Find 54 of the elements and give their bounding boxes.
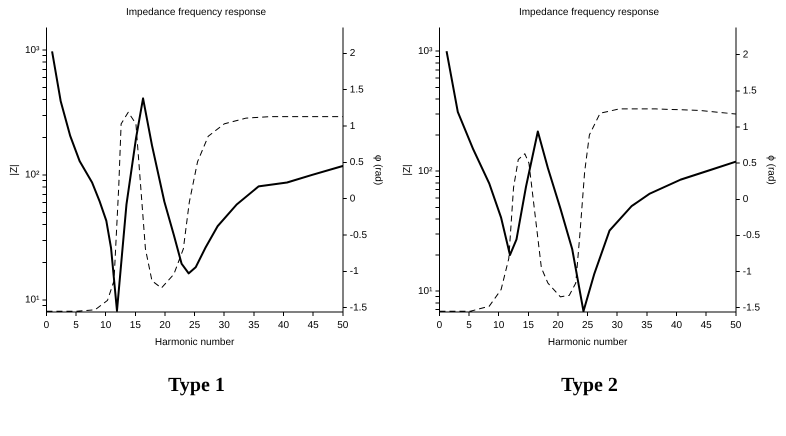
y2-tick-label: -0.5 <box>349 230 367 241</box>
x-tick-label: 25 <box>582 320 594 331</box>
x-tick-label: 45 <box>307 320 319 331</box>
y2-tick-label: 0.5 <box>349 157 364 168</box>
x-axis-title: Harmonic number <box>547 336 628 348</box>
x-tick-label: 30 <box>611 320 623 331</box>
x-tick-label: 20 <box>158 320 170 331</box>
x-tick-label: 35 <box>640 320 652 331</box>
y2-axis-title: φ (rad) <box>372 154 383 186</box>
x-tick-label: 40 <box>670 320 682 331</box>
y2-tick-label: 2 <box>742 49 748 60</box>
chart-title: Impedance frequency response <box>518 6 659 18</box>
x-tick-label: 20 <box>552 320 564 331</box>
y-tick-label: 10³ <box>418 46 433 57</box>
y2-tick-label: -0.5 <box>742 230 760 242</box>
x-tick-label: 25 <box>188 320 200 331</box>
y2-tick-label: -1.5 <box>742 302 760 314</box>
x-tick-label: 50 <box>730 320 742 331</box>
x-tick-label: 10 <box>492 320 504 331</box>
y2-tick-label: 2 <box>349 48 356 60</box>
x-tick-label: 5 <box>72 320 79 331</box>
x-tick-label: 40 <box>277 320 290 331</box>
y2-tick-label: -1 <box>349 266 359 278</box>
y-axis-title: |Z| <box>401 164 412 176</box>
x-tick-label: 5 <box>466 320 472 331</box>
y2-tick-label: 1 <box>742 122 748 133</box>
y2-tick-label: 0 <box>742 194 748 206</box>
y-tick-label: 10¹ <box>24 294 40 306</box>
x-tick-label: 15 <box>129 320 141 331</box>
x-tick-label: 50 <box>336 320 348 331</box>
y2-tick-label: 0.5 <box>742 158 757 169</box>
x-tick-label: 30 <box>218 320 230 331</box>
chart-title: Impedance frequency response <box>125 6 266 18</box>
text: Type 2 <box>561 374 618 397</box>
x-tick-label: 35 <box>248 320 260 331</box>
y2-tick-label: 1.5 <box>742 86 757 97</box>
y-tick-label: 10¹ <box>418 286 433 297</box>
text: Type 1 <box>168 374 225 397</box>
y2-tick-label: 0 <box>349 193 356 204</box>
y-tick-label: 10² <box>418 166 433 177</box>
y2-axis-title: ϕ (rad) <box>764 155 776 185</box>
x-tick-label: 10 <box>100 320 112 331</box>
x-tick-label: 15 <box>522 320 534 331</box>
y-axis-title: |Z| <box>8 164 20 176</box>
x-tick-label: 45 <box>700 320 712 331</box>
x-axis-title: Harmonic number <box>154 336 235 348</box>
y-tick-label: 10³ <box>24 44 40 56</box>
y2-tick-label: -1.5 <box>349 302 367 314</box>
y2-tick-label: 1 <box>349 120 356 132</box>
y-tick-label: 10² <box>24 170 40 181</box>
y2-tick-label: 1.5 <box>349 84 364 96</box>
y2-tick-label: -1 <box>742 266 752 278</box>
x-tick-label: 0 <box>43 320 50 331</box>
x-tick-label: 0 <box>436 320 442 331</box>
